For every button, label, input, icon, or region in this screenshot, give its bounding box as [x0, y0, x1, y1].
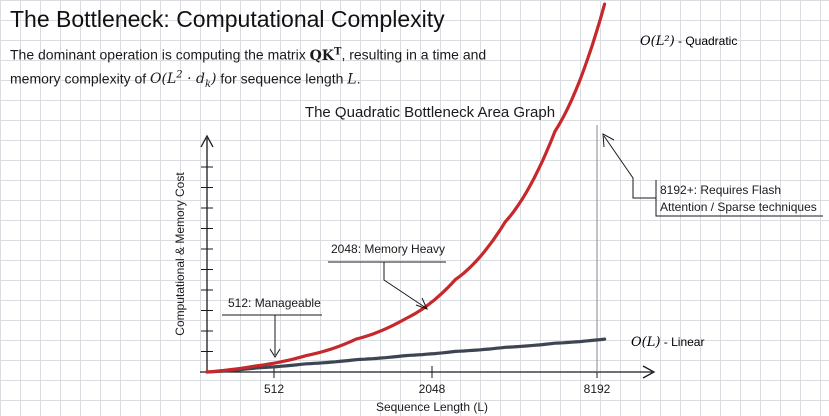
subtitle-matrix: QKT [309, 46, 342, 64]
annotation-8192-arrowhead [602, 133, 615, 148]
annotation-512-arrowhead [269, 348, 281, 358]
x-tick-label-8192: 8192 [584, 382, 611, 396]
subtitle-suffix: for sequence length [220, 70, 344, 87]
y-axis-label: Computational & Memory Cost [173, 172, 187, 336]
series-quadratic-line [205, 2, 607, 374]
x-axis-label: Sequence Length (L) [376, 400, 488, 414]
annotation-8192-bracket [655, 180, 823, 217]
annotation-2048-leader [383, 262, 427, 309]
annotation-8192-text-line2: Attention / Sparse techniques [660, 200, 817, 214]
subtitle-variable: L [347, 71, 357, 88]
series-label-quadratic-text: - Quadratic [675, 34, 738, 48]
subtitle-prefix: The dominant operation is computing the … [10, 46, 306, 63]
annotation-512: 512: Manageable [222, 296, 322, 358]
y-axis-ticks [201, 166, 213, 352]
series-label-quadratic-math: O(L²) [640, 34, 675, 49]
series-label-linear-math: O(L) [631, 335, 660, 350]
annotation-512-text: 512: Manageable [228, 296, 321, 310]
x-axis-arrow [642, 365, 656, 379]
annotation-2048-arrowhead [415, 297, 428, 310]
subtitle-complexity: O(L2 · dk) [150, 69, 217, 91]
x-axis-ticks: 512 2048 8192 [264, 366, 611, 396]
chart-title: The Quadratic Bottleneck Area Graph [305, 104, 555, 121]
series-label-linear: O(L) - Linear [631, 335, 704, 350]
annotation-2048: 2048: Memory Heavy [328, 242, 446, 310]
series-label-quadratic: O(L²) - Quadratic [640, 34, 737, 49]
page-title: The Bottleneck: Computational Complexity [10, 6, 445, 32]
y-axis-arrow [200, 134, 214, 148]
annotation-8192: 8192+: Requires Flash Attention / Sparse… [602, 133, 823, 217]
page-subtitle: The dominant operation is computing the … [10, 46, 487, 91]
series-label-linear-text: - Linear [660, 335, 704, 349]
series-linear-line [205, 337, 607, 374]
subtitle-mid: , resulting in a time and memory complex… [10, 46, 487, 87]
annotation-8192-leader [603, 135, 656, 199]
x-tick-label-512: 512 [264, 382, 284, 396]
x-tick-label-2048: 2048 [419, 382, 446, 396]
annotation-2048-text: 2048: Memory Heavy [331, 242, 445, 256]
annotation-8192-text-line1: 8192+: Requires Flash [660, 183, 781, 197]
